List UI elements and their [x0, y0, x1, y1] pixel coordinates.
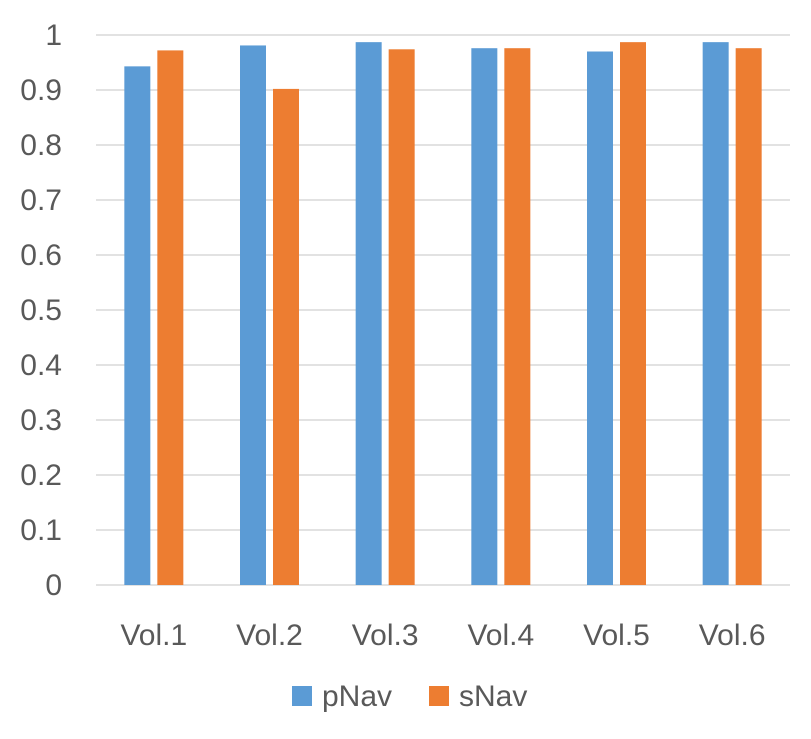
bar-snav-vol6 [735, 48, 762, 585]
bars [124, 42, 762, 586]
bar-pnav-vol3 [355, 42, 382, 585]
y-tick-label: 0.6 [20, 239, 62, 272]
bar-snav-vol4 [504, 48, 531, 585]
x-tick-label: Vol.3 [352, 619, 419, 652]
y-tick-label: 0.7 [20, 184, 62, 217]
y-tick-label: 0.2 [20, 459, 62, 492]
y-tick-label: 1 [45, 19, 62, 52]
y-tick-label: 0.9 [20, 74, 62, 107]
y-tick-label: 0.5 [20, 294, 62, 327]
y-tick-label: 0.8 [20, 129, 62, 162]
y-tick-label: 0.1 [20, 514, 62, 547]
x-tick-label: Vol.4 [467, 619, 534, 652]
bar-snav-vol2 [273, 88, 299, 586]
x-axis-ticks: Vol.1 Vol.2 Vol.3 Vol.4 Vol.5 Vol.6 [120, 619, 765, 652]
bar-pnav-vol1 [124, 66, 151, 586]
legend: pNav sNav [292, 680, 527, 713]
x-tick-label: Vol.2 [236, 619, 303, 652]
bar-snav-vol5 [620, 42, 646, 585]
bar-pnav-vol4 [471, 48, 498, 585]
bar-pnav-vol6 [702, 42, 729, 585]
legend-label-pnav: pNav [322, 680, 392, 713]
bar-snav-vol1 [157, 50, 184, 585]
y-tick-label: 0.3 [20, 404, 62, 437]
bar-pnav-vol2 [240, 45, 266, 585]
legend-swatch-snav [429, 686, 449, 706]
x-tick-label: Vol.1 [120, 619, 187, 652]
legend-swatch-pnav [292, 686, 312, 706]
x-tick-label: Vol.6 [699, 619, 766, 652]
legend-label-snav: sNav [459, 680, 527, 713]
bar-pnav-vol5 [587, 51, 613, 585]
y-tick-label: 0 [45, 569, 62, 602]
gridlines [96, 34, 790, 531]
bar-snav-vol3 [388, 49, 415, 586]
y-axis-ticks: 0 0.1 0.2 0.3 0.4 0.5 0.6 0.7 0.8 0.9 1 [20, 19, 62, 602]
x-tick-label: Vol.5 [583, 619, 650, 652]
y-tick-label: 0.4 [20, 349, 62, 382]
